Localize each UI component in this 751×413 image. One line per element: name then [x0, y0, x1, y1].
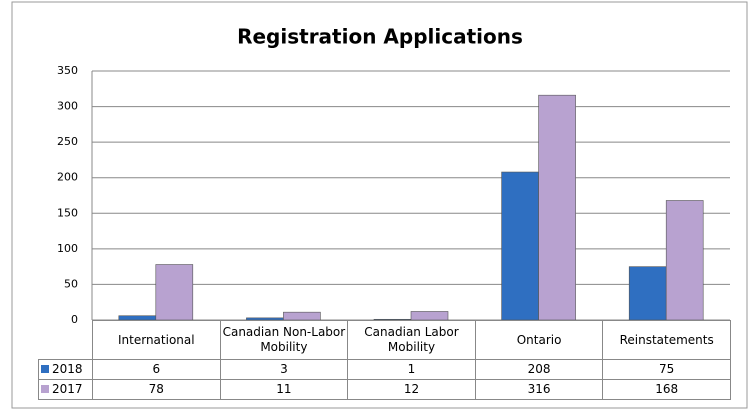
y-tick-label: 100	[57, 242, 78, 255]
y-tick-label: 0	[71, 313, 78, 326]
y-tick-label: 200	[57, 171, 78, 184]
x-tick-label: Canadian Non-Labor Mobility	[219, 320, 349, 360]
legend-label: 2018	[52, 362, 83, 376]
legend-key	[41, 385, 49, 393]
data-label: 3	[219, 359, 349, 380]
data-label: 78	[92, 379, 221, 400]
bar	[538, 94, 576, 321]
data-label: 11	[219, 379, 349, 400]
chart-border	[11, 1, 748, 409]
data-label: 12	[347, 379, 476, 400]
bar	[628, 266, 667, 321]
bar	[501, 171, 539, 321]
data-label: 6	[92, 359, 221, 380]
legend-label: 2017	[52, 382, 83, 396]
x-tick-label: International	[92, 320, 221, 360]
table-header-row: International Canadian Non-Labor Mobility…	[38, 320, 731, 360]
y-tick-label: 300	[57, 100, 78, 113]
y-tick-label: 250	[57, 135, 78, 148]
legend-entry: 2018	[38, 359, 93, 380]
data-label: 168	[602, 379, 731, 400]
data-label: 1	[347, 359, 476, 380]
data-label: 75	[602, 359, 731, 380]
legend-key	[41, 365, 49, 373]
bar	[665, 200, 704, 321]
table-corner	[38, 320, 93, 360]
legend-entry: 2017	[38, 379, 93, 400]
chart-title: Registration Applications	[237, 25, 523, 49]
table-row: 2018 6 3 1 208 75	[38, 359, 731, 380]
x-tick-label: Canadian Labor Mobility	[347, 320, 476, 360]
bar	[155, 264, 194, 321]
x-tick-label: Reinstatements	[602, 320, 731, 360]
y-tick-label: 350	[57, 64, 78, 77]
y-tick-label: 50	[64, 277, 78, 290]
x-tick-label: Ontario	[474, 320, 604, 360]
data-label: 208	[474, 359, 604, 380]
y-tick-label: 150	[57, 206, 78, 219]
data-label: 316	[474, 379, 604, 400]
bar	[283, 311, 321, 321]
table-row: 2017 78 11 12 316 168	[38, 379, 731, 400]
bar	[410, 311, 449, 321]
data-table: International Canadian Non-Labor Mobility…	[38, 320, 731, 400]
